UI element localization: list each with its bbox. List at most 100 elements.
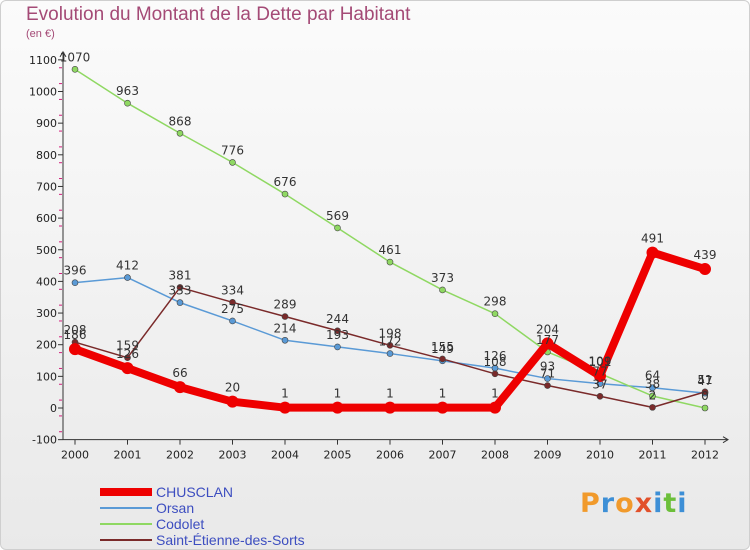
data-label: 66 [172,366,187,380]
data-label: 149 [431,342,454,356]
data-label: 381 [169,268,192,282]
data-label: 198 [379,326,402,340]
data-label: 101 [589,355,612,369]
data-point [544,375,551,382]
data-point [334,327,341,335]
data-label: 491 [641,232,664,246]
logo-letter: i [677,488,688,519]
data-point [124,274,131,281]
y-tick-label: 900 [36,117,57,130]
data-point [281,190,289,198]
data-label: 126 [116,347,139,361]
legend-swatch [100,507,152,509]
data-label: 298 [484,295,507,309]
logo-letter: P [580,488,601,519]
data-label: 289 [274,298,297,312]
data-label: 38 [645,377,660,391]
data-point [386,350,394,357]
data-point [489,401,501,414]
data-point [701,388,709,396]
y-tick-label: 600 [36,212,57,225]
data-label: 1 [439,387,447,401]
data-label: 776 [221,143,244,157]
data-label: 396 [64,264,87,278]
data-point [71,66,79,73]
data-label: 208 [64,323,87,337]
x-tick-label: 2008 [481,449,509,462]
y-tick-label: 1000 [29,86,57,99]
data-point [281,336,289,344]
logo-letter: r [600,488,616,519]
data-label: 461 [379,243,402,257]
data-point [229,317,236,325]
data-label: 77 [592,365,607,379]
data-label: 1 [281,387,289,401]
data-point [176,284,184,291]
data-point [436,401,449,414]
proxiti-logo: Proxiti [580,488,688,519]
y-tick-label: -100 [32,434,57,447]
data-point [121,362,134,375]
data-label: 1 [386,387,394,401]
x-tick-label: 2000 [61,449,89,462]
data-point [491,370,499,378]
data-point [544,382,551,389]
x-tick-label: 2012 [691,449,719,462]
data-point [646,246,659,259]
line-chart: -100010020030040050060070080090010001100… [29,50,729,462]
data-label: 676 [274,175,297,189]
x-tick-label: 2006 [376,449,404,462]
data-point [226,395,239,408]
data-label: 2 [649,388,657,402]
data-label: 159 [116,339,139,353]
data-label: 439 [694,248,717,262]
data-label: 126 [484,349,507,363]
data-point [279,401,291,414]
data-label: 0 [701,389,709,403]
data-point [541,337,554,350]
data-point [174,381,186,394]
data-point [386,258,394,266]
x-tick-label: 2003 [219,449,247,462]
legend-label: Codolet [156,516,205,532]
data-label: 963 [116,84,139,98]
data-point [71,279,79,286]
legend-label: CHUSCLAN [156,484,234,500]
legend-label: Orsan [156,500,195,516]
data-point [229,298,236,306]
data-label: 1 [491,387,499,401]
data-point [331,401,344,414]
y-tick-label: 800 [36,149,57,162]
x-tick-label: 2005 [324,449,352,462]
logo-letter: o [615,488,635,519]
data-point [334,343,341,351]
data-point [176,129,184,137]
data-label: 37 [592,377,607,391]
data-label: 71 [540,367,555,381]
data-label: 214 [274,321,297,335]
data-label: 275 [221,302,244,316]
data-label: 373 [431,271,454,285]
x-tick-label: 2007 [429,449,457,462]
y-tick-label: 700 [36,180,57,193]
data-label: 108 [484,355,507,369]
legend-label: Saint-Étienne-des-Sorts [156,532,305,548]
data-point [386,342,394,349]
data-label: 172 [379,335,402,349]
data-label: 93 [540,360,555,374]
data-point [491,310,499,317]
legend-swatch [100,488,152,496]
data-point [649,404,656,411]
data-point [124,354,131,361]
data-point [596,392,604,400]
x-axis-arrow [722,436,729,444]
data-label: 51 [697,373,712,387]
data-point [229,159,236,166]
data-label: 64 [645,369,660,383]
y-tick-label: 500 [36,244,57,257]
data-label: 20 [225,381,240,395]
data-label: 155 [431,340,454,354]
data-label: 177 [536,333,559,347]
x-tick-label: 2011 [639,449,667,462]
